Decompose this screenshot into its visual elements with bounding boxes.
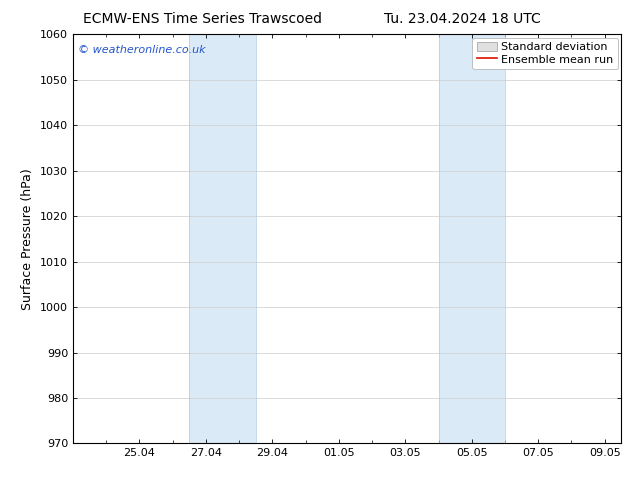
- Text: Tu. 23.04.2024 18 UTC: Tu. 23.04.2024 18 UTC: [384, 12, 541, 26]
- Bar: [439, 34, 505, 443]
- Text: ECMW-ENS Time Series Trawscoed: ECMW-ENS Time Series Trawscoed: [84, 12, 322, 26]
- Y-axis label: Surface Pressure (hPa): Surface Pressure (hPa): [22, 168, 34, 310]
- Legend: Standard deviation, Ensemble mean run: Standard deviation, Ensemble mean run: [472, 38, 618, 69]
- Text: © weatheronline.co.uk: © weatheronline.co.uk: [79, 45, 206, 54]
- Bar: [189, 34, 256, 443]
